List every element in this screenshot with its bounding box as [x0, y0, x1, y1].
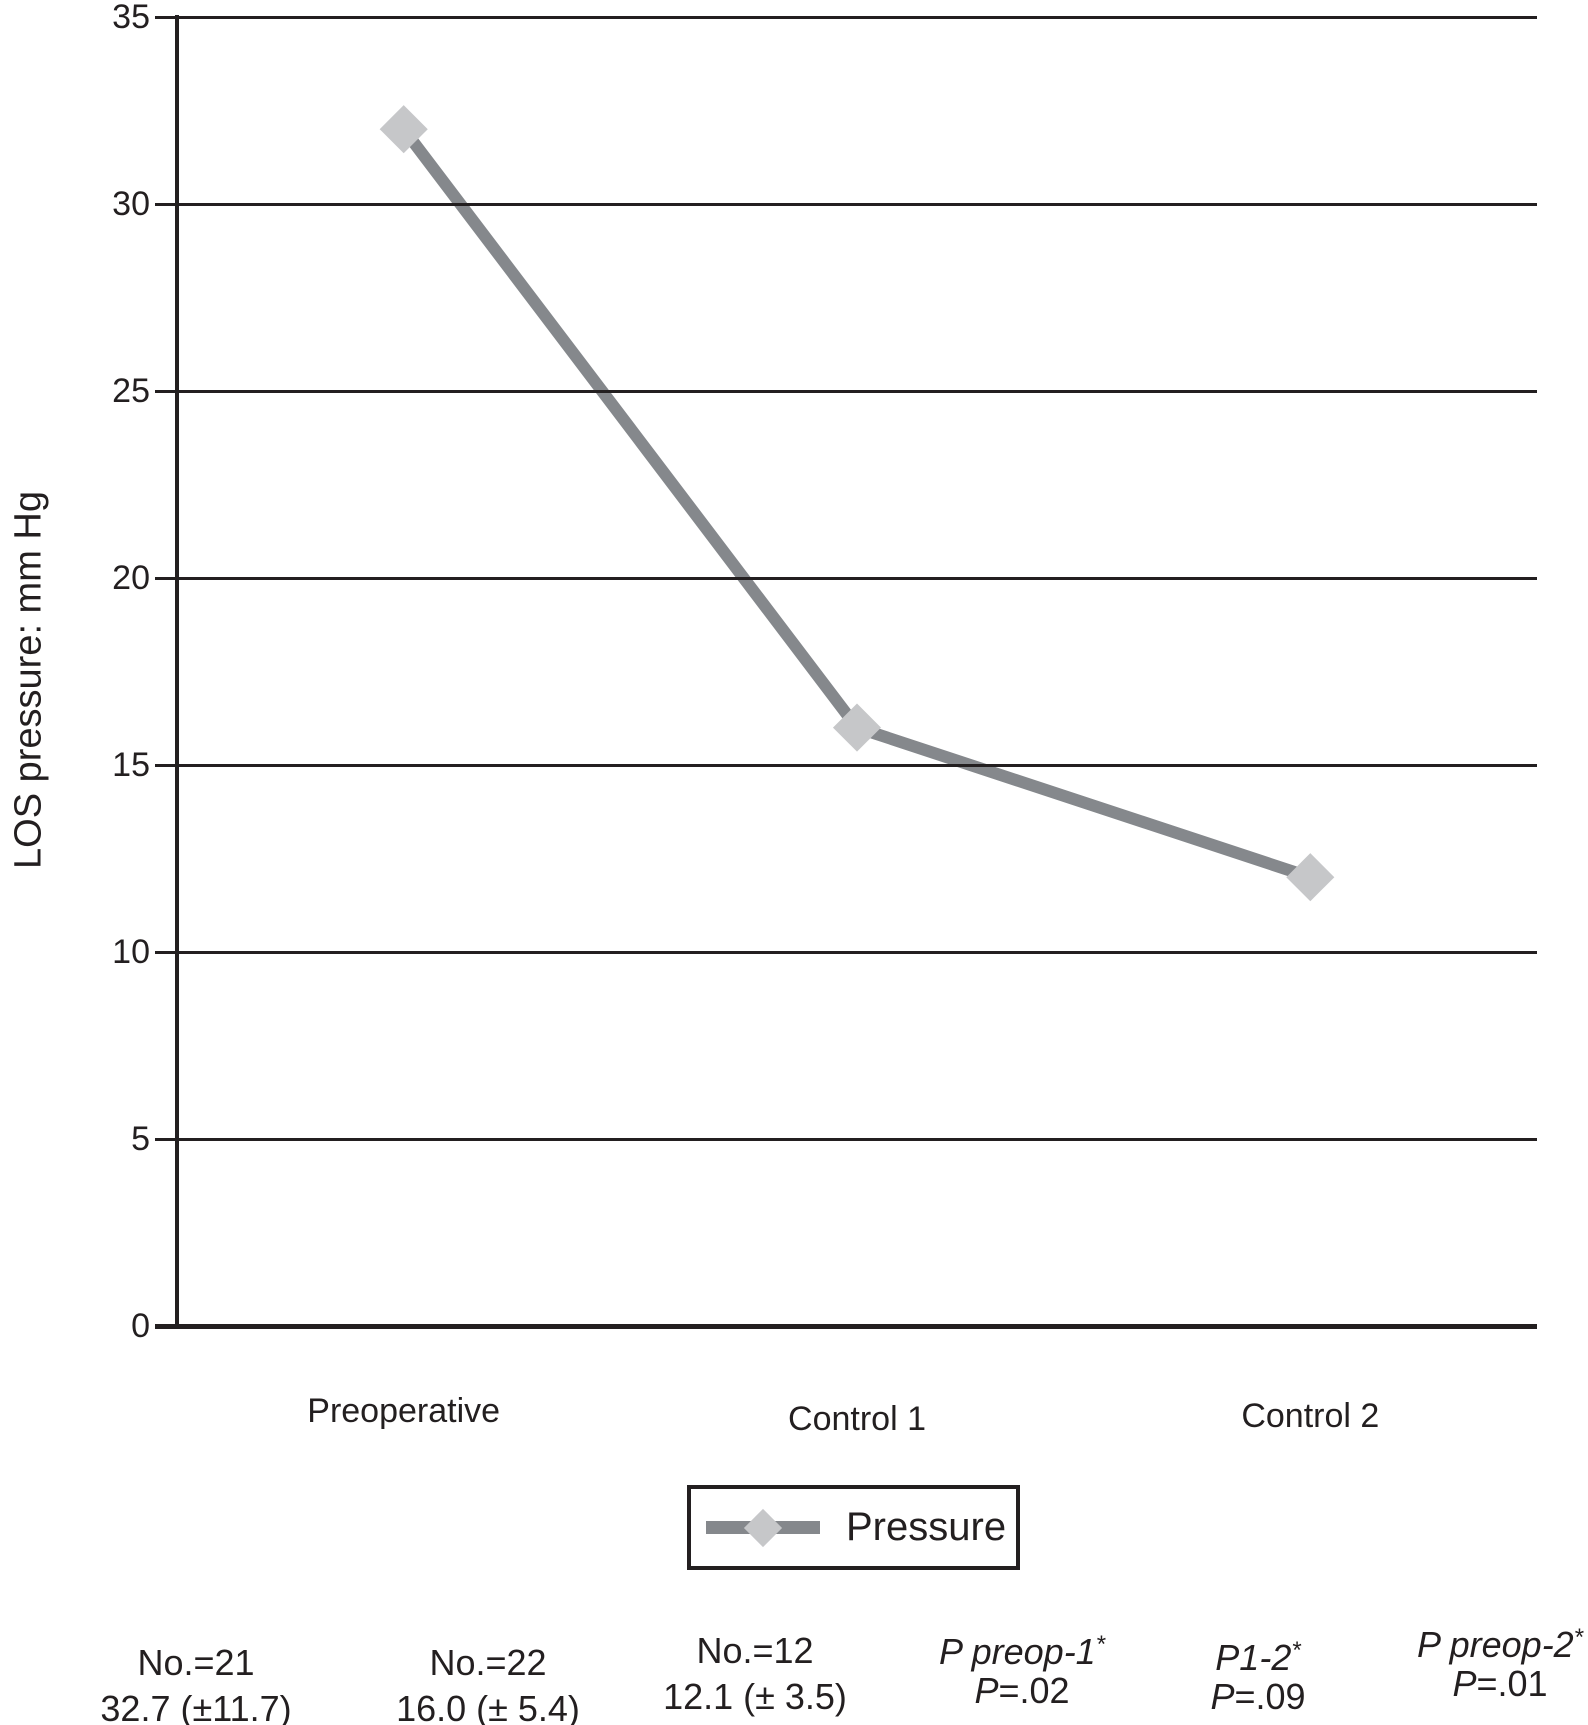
- p-number: =.01: [1476, 1663, 1548, 1704]
- stats-n-label: No.=21: [137, 1642, 255, 1683]
- stats-mean-value: 32.7 (±11.7): [100, 1688, 292, 1725]
- gridline-5: [155, 1137, 1537, 1141]
- stats-mean-value: 12.1 (± 3.5): [663, 1676, 847, 1717]
- gridline-10: [155, 950, 1537, 954]
- stats-col-p-preop-2: P preop-2* P=.01: [1417, 1615, 1583, 1707]
- y-tick-label-20: 20: [112, 559, 150, 597]
- legend: Pressure: [687, 1485, 1020, 1570]
- data-point-marker-3: [1286, 853, 1335, 902]
- p-symbol: P: [1452, 1663, 1477, 1704]
- gridline-15: [155, 763, 1537, 767]
- legend-label: Pressure: [846, 1505, 1007, 1549]
- p-comparison-text: P1-2: [1215, 1637, 1292, 1678]
- line-chart-plot: [379, 105, 1335, 902]
- stats-col-control-1: No.=22 16.0 (± 5.4): [396, 1640, 580, 1725]
- y-tick-label-5: 5: [131, 1120, 150, 1158]
- stats-n-label: No.=12: [696, 1630, 814, 1671]
- stats-n-label: No.=22: [429, 1642, 547, 1683]
- y-tick-label-35: 35: [112, 0, 150, 36]
- y-tick-label-15: 15: [112, 746, 150, 784]
- p-comparison-text: P preop-2: [1416, 1624, 1574, 1665]
- gridline-35: [155, 15, 1537, 19]
- p-comparison-label: P preop-2*: [1417, 1615, 1584, 1665]
- x-category-label-1: Preoperative: [307, 1392, 501, 1430]
- p-value: P=.01: [1417, 1661, 1583, 1707]
- p-symbol: P: [1210, 1676, 1235, 1717]
- y-axis-line: [175, 15, 179, 1329]
- stats-mean-value: 16.0 (± 5.4): [396, 1688, 580, 1725]
- gridline-20: [155, 576, 1537, 580]
- p-number: =.02: [998, 1670, 1070, 1711]
- asterisk: *: [1095, 1631, 1106, 1658]
- asterisk: *: [1573, 1624, 1584, 1651]
- p-value: P=.02: [939, 1668, 1105, 1714]
- asterisk: *: [1291, 1637, 1301, 1664]
- gridline-30: [155, 202, 1537, 206]
- p-symbol: P: [974, 1670, 999, 1711]
- stats-col-p-1-2: P1-2* P=.09: [1210, 1628, 1305, 1720]
- y-tick-label-25: 25: [112, 372, 150, 410]
- p-comparison-text: P preop-1: [938, 1631, 1096, 1672]
- y-tick-label-30: 30: [112, 185, 150, 223]
- stats-col-preoperative: No.=21 32.7 (±11.7): [100, 1640, 291, 1725]
- y-tick-label-10: 10: [112, 933, 150, 971]
- x-category-label-2: Control 1: [788, 1400, 926, 1438]
- p-comparison-label: P1-2*: [1210, 1628, 1305, 1678]
- legend-line-sample: [706, 1508, 820, 1547]
- p-number: =.09: [1234, 1676, 1306, 1717]
- y-axis-title: LOS pressure: mm Hg: [7, 491, 50, 869]
- p-comparison-label: P preop-1*: [939, 1622, 1106, 1672]
- stats-col-p-preop-1: P preop-1* P=.02: [939, 1622, 1105, 1714]
- x-category-label-3: Control 2: [1241, 1397, 1380, 1435]
- gridline-0: [155, 1323, 1537, 1329]
- legend-diamond-marker-icon: [743, 1508, 783, 1547]
- stats-col-control-2: No.=12 12.1 (± 3.5): [663, 1628, 847, 1720]
- y-tick-label-0: 0: [131, 1307, 150, 1345]
- gridline-25: [155, 389, 1537, 393]
- data-point-marker-2: [832, 703, 882, 752]
- p-value: P=.09: [1210, 1674, 1305, 1720]
